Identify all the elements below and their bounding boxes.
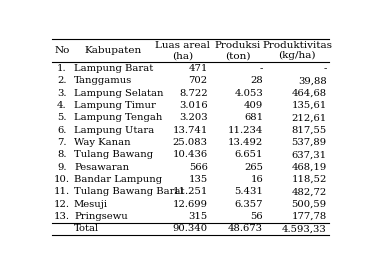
Text: 3.016: 3.016 [179, 101, 208, 110]
Text: 9.: 9. [57, 163, 67, 172]
Text: 6.: 6. [57, 126, 67, 135]
Text: Lampung Tengah: Lampung Tengah [74, 113, 162, 122]
Text: Lampung Utara: Lampung Utara [74, 126, 154, 135]
Text: 11.234: 11.234 [228, 126, 263, 135]
Text: 7.: 7. [57, 138, 67, 147]
Text: 90.340: 90.340 [173, 224, 208, 233]
Text: Tulang Bawang: Tulang Bawang [74, 150, 153, 159]
Text: 1.: 1. [57, 64, 67, 73]
Text: Lampung Barat: Lampung Barat [74, 64, 153, 73]
Text: 11.: 11. [54, 187, 70, 196]
Text: 56: 56 [250, 212, 263, 221]
Text: -: - [323, 64, 327, 73]
Text: 48.673: 48.673 [228, 224, 263, 233]
Text: 13.741: 13.741 [172, 126, 208, 135]
Text: 8.: 8. [57, 150, 67, 159]
Text: No: No [54, 46, 70, 55]
Text: 566: 566 [189, 163, 208, 172]
Text: Luas areal
(ha): Luas areal (ha) [155, 41, 210, 60]
Text: 464,68: 464,68 [292, 89, 327, 98]
Text: 6.651: 6.651 [235, 150, 263, 159]
Text: 10.436: 10.436 [173, 150, 208, 159]
Text: Tulang Bawang Barat: Tulang Bawang Barat [74, 187, 185, 196]
Text: 681: 681 [244, 113, 263, 122]
Text: 3.: 3. [57, 89, 67, 98]
Text: 817,55: 817,55 [292, 126, 327, 135]
Text: Pesawaran: Pesawaran [74, 163, 129, 172]
Text: 12.: 12. [54, 200, 70, 209]
Text: 28: 28 [250, 76, 263, 85]
Text: Way Kanan: Way Kanan [74, 138, 131, 147]
Text: 500,59: 500,59 [292, 200, 327, 209]
Text: 12.699: 12.699 [173, 200, 208, 209]
Text: 315: 315 [189, 212, 208, 221]
Text: 13.492: 13.492 [228, 138, 263, 147]
Text: 4.: 4. [57, 101, 67, 110]
Text: Mesuji: Mesuji [74, 200, 108, 209]
Text: 8.722: 8.722 [179, 89, 208, 98]
Text: 468,19: 468,19 [292, 163, 327, 172]
Text: Total: Total [74, 224, 99, 233]
Text: 471: 471 [188, 64, 208, 73]
Text: Bandar Lampung: Bandar Lampung [74, 175, 162, 184]
Text: 16: 16 [250, 175, 263, 184]
Text: 409: 409 [244, 101, 263, 110]
Text: 702: 702 [189, 76, 208, 85]
Text: Lampung Selatan: Lampung Selatan [74, 89, 163, 98]
Text: 177,78: 177,78 [292, 212, 327, 221]
Text: 637,31: 637,31 [292, 150, 327, 159]
Text: Pringsewu: Pringsewu [74, 212, 128, 221]
Text: Tanggamus: Tanggamus [74, 76, 132, 85]
Text: 135: 135 [189, 175, 208, 184]
Text: -: - [260, 64, 263, 73]
Text: 212,61: 212,61 [292, 113, 327, 122]
Text: 5.: 5. [57, 113, 67, 122]
Text: 25.083: 25.083 [173, 138, 208, 147]
Text: 6.357: 6.357 [235, 200, 263, 209]
Text: 482,72: 482,72 [292, 187, 327, 196]
Text: 3.203: 3.203 [179, 113, 208, 122]
Text: Lampung Timur: Lampung Timur [74, 101, 156, 110]
Text: 5.431: 5.431 [234, 187, 263, 196]
Text: 265: 265 [244, 163, 263, 172]
Text: 537,89: 537,89 [292, 138, 327, 147]
Text: 4.053: 4.053 [234, 89, 263, 98]
Text: 10.: 10. [54, 175, 70, 184]
Text: 135,61: 135,61 [292, 101, 327, 110]
Text: Produktivitas
(kg/ha): Produktivitas (kg/ha) [262, 41, 332, 60]
Text: Produksi
(ton): Produksi (ton) [215, 41, 261, 60]
Text: 2.: 2. [57, 76, 67, 85]
Text: 118,52: 118,52 [291, 175, 327, 184]
Text: Kabupaten: Kabupaten [84, 46, 142, 55]
Text: 4.593,33: 4.593,33 [282, 224, 327, 233]
Text: 13.: 13. [54, 212, 70, 221]
Text: 39,88: 39,88 [298, 76, 327, 85]
Text: 11.251: 11.251 [172, 187, 208, 196]
